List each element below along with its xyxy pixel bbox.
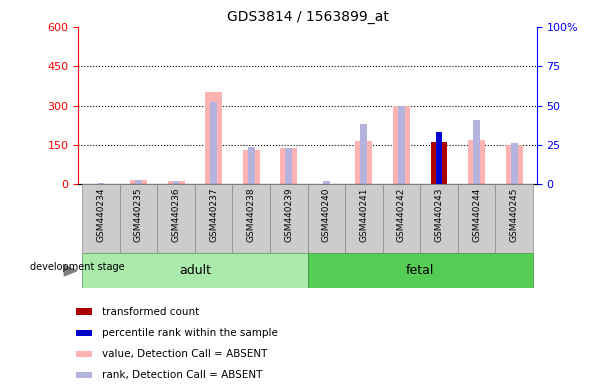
Text: GSM440237: GSM440237 [209, 188, 218, 242]
Bar [285, 148, 292, 184]
Text: transformed count: transformed count [101, 306, 199, 316]
Text: adult: adult [179, 264, 211, 277]
Bar [383, 184, 420, 253]
Bar [398, 106, 405, 184]
Bar [195, 184, 232, 253]
Text: GSM440234: GSM440234 [96, 188, 106, 242]
Bar [420, 184, 458, 253]
Text: GSM440245: GSM440245 [510, 188, 519, 242]
Text: value, Detection Call = ABSENT: value, Detection Call = ABSENT [101, 349, 267, 359]
Text: GSM440240: GSM440240 [322, 188, 331, 242]
Bar [361, 124, 367, 184]
Bar [76, 351, 92, 357]
Text: percentile rank within the sample: percentile rank within the sample [101, 328, 277, 338]
Bar [355, 141, 372, 184]
Bar [82, 253, 308, 288]
Bar [468, 140, 485, 184]
Text: GSM440244: GSM440244 [472, 188, 481, 242]
Bar [130, 180, 147, 184]
Bar [323, 181, 330, 184]
Text: fetal: fetal [406, 264, 434, 277]
Bar [243, 150, 260, 184]
Bar [393, 106, 410, 184]
Bar [435, 132, 443, 184]
Bar [82, 184, 120, 253]
Bar [248, 147, 254, 184]
Text: GSM440241: GSM440241 [359, 188, 368, 242]
Bar [458, 184, 495, 253]
Title: GDS3814 / 1563899_at: GDS3814 / 1563899_at [227, 10, 388, 25]
Bar [270, 184, 308, 253]
Bar [168, 181, 185, 184]
Bar [473, 120, 480, 184]
Bar [495, 184, 533, 253]
Bar [308, 184, 345, 253]
Text: GSM440242: GSM440242 [397, 188, 406, 242]
Text: GSM440236: GSM440236 [172, 188, 180, 242]
Text: GSM440239: GSM440239 [284, 188, 293, 242]
Bar [431, 142, 447, 184]
Bar [76, 372, 92, 378]
Bar [511, 143, 517, 184]
Text: GSM440243: GSM440243 [435, 188, 443, 242]
Bar [308, 253, 533, 288]
Bar [232, 184, 270, 253]
Bar [120, 184, 157, 253]
Text: GSM440235: GSM440235 [134, 188, 143, 242]
Bar [280, 147, 297, 184]
Bar [76, 330, 92, 336]
Bar [76, 308, 92, 314]
Text: GSM440238: GSM440238 [247, 188, 256, 242]
Bar [205, 93, 222, 184]
Bar [98, 183, 104, 184]
Text: development stage: development stage [30, 262, 124, 272]
Bar [157, 184, 195, 253]
Bar [345, 184, 383, 253]
Bar [172, 181, 180, 184]
Text: rank, Detection Call = ABSENT: rank, Detection Call = ABSENT [101, 370, 262, 380]
Bar [210, 103, 217, 184]
Bar [135, 180, 142, 184]
Bar [506, 145, 523, 184]
Polygon shape [65, 266, 77, 276]
